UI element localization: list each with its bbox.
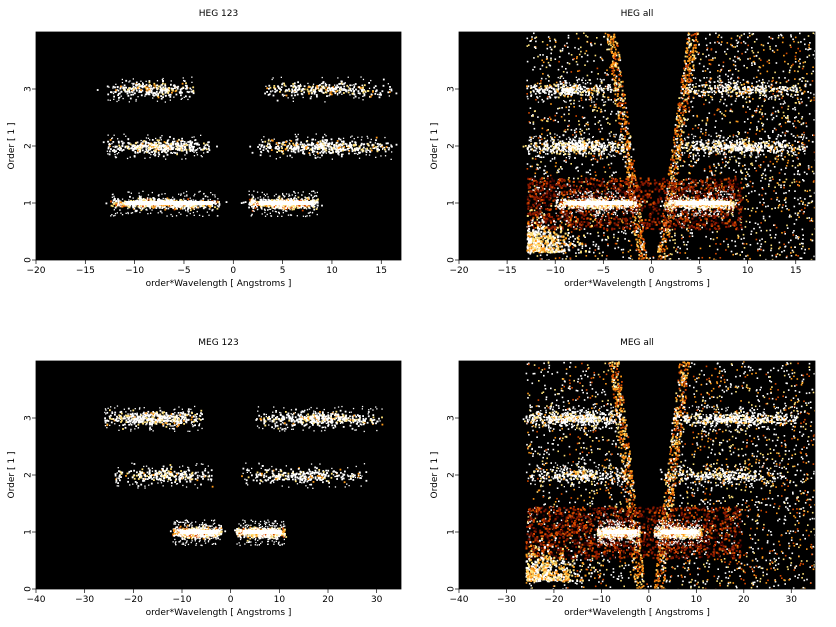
panel-title: HEG 123 (199, 9, 238, 19)
x-tick-label: −10 (173, 595, 192, 605)
event-pixels (522, 32, 815, 260)
y-tick-label: 3 (447, 415, 457, 421)
y-tick-label: 3 (24, 415, 34, 421)
y-tick-label: 3 (447, 86, 457, 92)
y-axis-label: Order [ 1 ] (7, 452, 17, 499)
order-1-core (675, 201, 730, 205)
x-tick-label: −20 (124, 595, 143, 605)
x-tick-label: 0 (646, 595, 652, 605)
x-tick-label: 0 (228, 595, 234, 605)
x-tick-label: 0 (649, 266, 655, 276)
y-tick-label: 1 (24, 200, 34, 206)
x-axis-label: order*Wavelength [ Angstroms ] (564, 608, 710, 618)
event-pixels (96, 76, 398, 218)
panel-3: MEG 123 −40 −30 −20 −10 0 10 20 30 0 1 2 3 order*Wave… (7, 338, 402, 618)
panel-title: HEG all (621, 9, 654, 19)
order-1-core (179, 530, 219, 534)
y-tick-label: 1 (24, 529, 34, 535)
x-tick-label: 30 (371, 595, 383, 605)
x-tick-label: 10 (326, 266, 338, 276)
panel-title: MEG all (620, 338, 654, 348)
y-tick-label: 1 (447, 529, 457, 535)
x-tick-label: −20 (544, 595, 563, 605)
y-tick-label: 0 (447, 586, 457, 592)
order-1-core (258, 201, 314, 205)
x-tick-label: −20 (27, 266, 46, 276)
x-tick-label: 0 (230, 266, 236, 276)
x-tick-label: −30 (75, 595, 94, 605)
x-tick-label: −15 (498, 266, 517, 276)
panel-2: HEG all −20 −15 −10 −5 0 5 10 15 0 1 2 3 order*Wavele… (430, 9, 816, 289)
y-axis-label: Order [ 1 ] (7, 123, 17, 170)
x-tick-label: −40 (450, 595, 469, 605)
x-tick-label: 15 (790, 266, 801, 276)
y-tick-label: 2 (447, 143, 457, 149)
x-tick-label: −40 (27, 595, 46, 605)
x-tick-label: −10 (592, 595, 611, 605)
y-tick-label: 0 (24, 257, 34, 263)
x-tick-label: 10 (742, 266, 754, 276)
x-tick-label: 15 (376, 266, 387, 276)
event-pixels (104, 405, 384, 547)
x-tick-label: −10 (125, 266, 144, 276)
event-pixels (522, 361, 815, 589)
y-axis-label: Order [ 1 ] (430, 452, 440, 499)
y-tick-label: 0 (24, 586, 34, 592)
y-tick-label: 2 (447, 472, 457, 478)
x-tick-label: −20 (450, 266, 469, 276)
panel-4: MEG all −40 −30 −20 −10 0 10 20 30 0 1 2 3 order*Wave… (430, 338, 816, 618)
x-tick-label: 5 (280, 266, 286, 276)
x-tick-label: 20 (738, 595, 750, 605)
plot-area (36, 361, 401, 589)
x-axis-label: order*Wavelength [ Angstroms ] (564, 279, 710, 289)
x-tick-label: −10 (546, 266, 565, 276)
y-axis-label: Order [ 1 ] (430, 123, 440, 170)
y-tick-label: 2 (24, 472, 34, 478)
y-tick-label: 3 (24, 86, 34, 92)
x-tick-label: −5 (597, 266, 610, 276)
x-tick-label: −15 (76, 266, 95, 276)
x-tick-label: −5 (177, 266, 190, 276)
panel-1: HEG 123 −20 −15 −10 −5 0 5 10 15 0 1 2 3 order*Wavele… (7, 9, 402, 289)
x-tick-label: 30 (786, 595, 798, 605)
x-tick-label: 10 (691, 595, 703, 605)
x-tick-label: 10 (274, 595, 286, 605)
x-tick-label: 5 (697, 266, 703, 276)
x-axis-label: order*Wavelength [ Angstroms ] (146, 608, 292, 618)
x-axis-label: order*Wavelength [ Angstroms ] (146, 279, 292, 289)
x-tick-label: 20 (322, 595, 334, 605)
x-tick-label: −30 (497, 595, 516, 605)
y-tick-label: 0 (447, 257, 457, 263)
order-1-core (126, 201, 214, 205)
y-tick-label: 2 (24, 143, 34, 149)
y-tick-label: 1 (447, 200, 457, 206)
panel-title: MEG 123 (198, 338, 238, 348)
